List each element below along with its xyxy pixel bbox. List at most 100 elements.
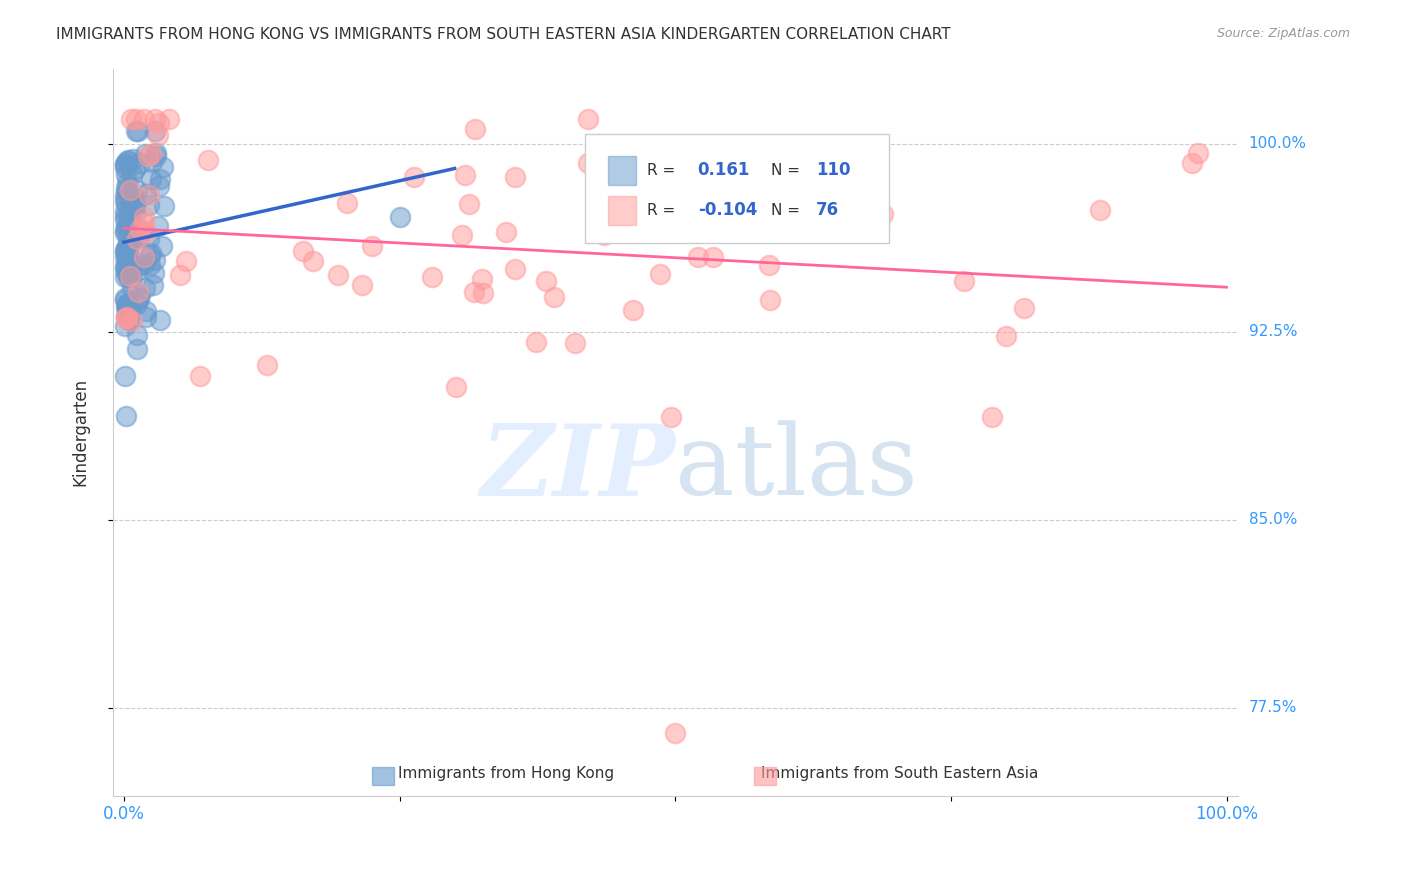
Point <box>872 207 894 221</box>
Point <box>145 112 167 126</box>
Point <box>503 261 526 276</box>
Point <box>454 168 477 182</box>
Point <box>139 172 162 186</box>
Point <box>564 335 586 350</box>
Point <box>117 252 139 266</box>
Point <box>420 270 443 285</box>
Point <box>132 250 155 264</box>
Point <box>576 112 599 126</box>
Point <box>174 254 197 268</box>
Point <box>121 226 143 240</box>
Point <box>114 243 136 257</box>
Point <box>197 153 219 168</box>
Point <box>141 246 163 260</box>
Point <box>145 146 167 161</box>
Point <box>114 194 136 208</box>
Point <box>114 369 136 384</box>
Point <box>121 233 143 247</box>
Point <box>980 410 1002 425</box>
Point <box>464 121 486 136</box>
Text: Immigrants from South Eastern Asia: Immigrants from South Eastern Asia <box>762 766 1039 781</box>
Point <box>117 254 139 268</box>
Point <box>115 195 138 210</box>
Point <box>470 272 492 286</box>
Point <box>125 297 148 311</box>
Point <box>471 285 494 300</box>
Point <box>664 726 686 740</box>
FancyBboxPatch shape <box>754 766 776 785</box>
Point <box>114 185 136 199</box>
Point <box>132 257 155 271</box>
Text: R =: R = <box>647 163 681 178</box>
Point <box>135 225 157 239</box>
Point <box>121 199 143 213</box>
Point <box>148 116 170 130</box>
Point <box>149 313 172 327</box>
Point <box>141 147 163 161</box>
Point <box>132 216 155 230</box>
Point <box>117 301 139 316</box>
Point <box>717 208 740 222</box>
Point <box>593 227 616 242</box>
Point <box>142 266 165 280</box>
Point <box>114 223 136 237</box>
Point <box>118 242 141 256</box>
Point <box>157 112 180 126</box>
Point <box>114 409 136 423</box>
Point <box>117 269 139 284</box>
Point <box>114 156 136 170</box>
Text: -0.104: -0.104 <box>697 202 756 219</box>
Point <box>149 172 172 186</box>
Point <box>578 156 600 170</box>
Point <box>145 149 167 163</box>
Point <box>117 206 139 220</box>
Point <box>114 209 136 223</box>
Point <box>114 259 136 273</box>
Point <box>128 222 150 236</box>
FancyBboxPatch shape <box>607 156 636 185</box>
Point <box>188 368 211 383</box>
Point <box>444 380 467 394</box>
Point <box>621 303 644 318</box>
Text: N =: N = <box>770 163 804 178</box>
Point <box>686 250 709 264</box>
Point <box>138 232 160 246</box>
Point <box>1012 301 1035 315</box>
Point <box>1181 156 1204 170</box>
Point <box>115 297 138 311</box>
Point <box>169 268 191 282</box>
Point <box>125 223 148 237</box>
Point <box>138 188 160 202</box>
Point <box>657 209 679 223</box>
Point <box>143 252 166 267</box>
Point <box>118 183 141 197</box>
Point <box>114 291 136 305</box>
Point <box>1088 202 1111 217</box>
Point <box>127 285 149 299</box>
Point <box>451 227 474 242</box>
Point <box>404 169 426 184</box>
Point <box>135 187 157 202</box>
Text: N =: N = <box>770 202 804 218</box>
Point <box>124 196 146 211</box>
Point <box>361 239 384 253</box>
Point <box>458 196 481 211</box>
Point <box>256 358 278 372</box>
Point <box>1187 146 1209 161</box>
Point <box>118 192 141 206</box>
Point <box>115 153 138 168</box>
Point <box>115 267 138 281</box>
Point <box>148 179 170 194</box>
Point <box>128 156 150 170</box>
Point <box>115 310 138 324</box>
Point <box>127 263 149 277</box>
Point <box>114 244 136 259</box>
Point <box>120 207 142 221</box>
Point <box>132 211 155 225</box>
Point <box>124 161 146 176</box>
Point <box>659 409 682 424</box>
Point <box>995 329 1018 343</box>
Point <box>124 200 146 214</box>
Point <box>118 212 141 227</box>
Point <box>128 259 150 273</box>
